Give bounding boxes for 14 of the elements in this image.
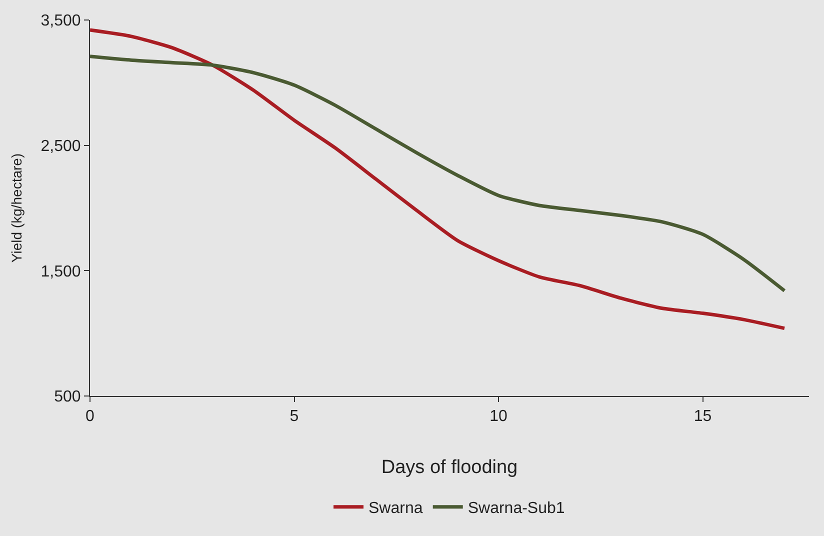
y-tick-label: 3,500	[40, 12, 81, 30]
y-tick-label: 500	[54, 388, 81, 406]
x-tick-label: 15	[694, 408, 712, 426]
x-tick-label: 0	[86, 408, 95, 426]
x-axis-title: Days of flooding	[381, 457, 518, 478]
x-tick-label: 5	[290, 408, 299, 426]
y-axis-title: Yield (kg/hectare)	[8, 153, 24, 263]
x-tick-label: 10	[490, 408, 508, 426]
y-tick-label: 2,500	[40, 138, 81, 155]
legend-label: Swarna	[368, 500, 423, 518]
line-series	[90, 28, 786, 330]
legend-label: Swarna-Sub1	[468, 500, 565, 518]
line-series	[90, 54, 786, 292]
y-tick-label: 1,500	[40, 263, 81, 280]
